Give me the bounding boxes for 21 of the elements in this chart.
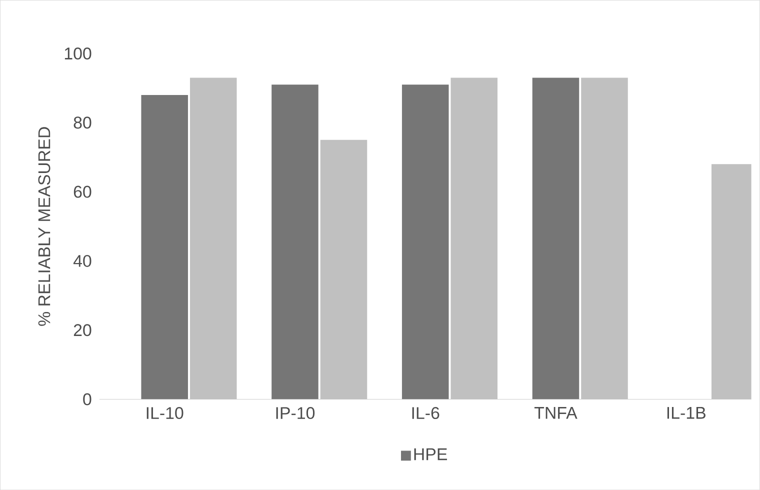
- y-tick-label: 60: [74, 186, 92, 198]
- bar: [190, 78, 237, 400]
- x-tick-label: IP-10: [276, 406, 315, 419]
- bar: [402, 84, 449, 400]
- y-tick-label: 100: [64, 47, 92, 60]
- bar: [581, 78, 628, 400]
- bar: [450, 78, 498, 400]
- x-tick-label: IL-1B: [667, 406, 706, 419]
- y-tick-label: 80: [74, 116, 92, 129]
- bar: [320, 140, 368, 400]
- y-tick-label: 20: [74, 324, 92, 336]
- y-tick-label: 0: [83, 393, 92, 406]
- legend-label: HPE: [414, 448, 447, 460]
- x-tick-label: IL-6: [412, 406, 440, 419]
- bar: [141, 94, 188, 400]
- x-tick-label: IL-10: [146, 406, 184, 419]
- y-axis-title: % RELIABLY MEASURED: [38, 127, 50, 326]
- x-tick-label: TNFA: [534, 406, 578, 419]
- bar: [272, 84, 318, 400]
- bar: [532, 78, 580, 400]
- y-tick-label: 40: [73, 254, 92, 267]
